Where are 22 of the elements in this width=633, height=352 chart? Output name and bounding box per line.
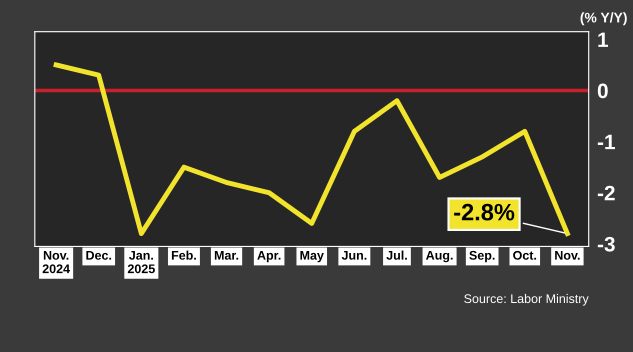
x-tick-label: May [300, 251, 324, 262]
y-axis-title: (% Y/Y) [580, 12, 627, 26]
x-tick-label: Apr. [257, 251, 280, 262]
y-tick-label: 1 [598, 32, 608, 47]
x-tick-label: Nov. [555, 251, 580, 260]
x-tick-label: Aug. [426, 250, 453, 262]
y-tick-label: -2 [598, 186, 615, 200]
y-tick-label: -1 [598, 134, 615, 150]
data-label: -2.8% [454, 204, 514, 221]
x-tick-label: Oct. [513, 250, 536, 260]
line-series [54, 62, 570, 236]
y-tick-label: 0 [598, 83, 608, 98]
x-tick-label: Jun. [342, 251, 366, 260]
x-tick-label: Mar. [214, 251, 238, 260]
x-tick-label: Jan. 2025 [128, 251, 155, 274]
x-tick-label: Sep. [469, 250, 495, 262]
x-tick-label: Nov. 2024 [42, 251, 70, 274]
x-tick-label: Jul. [386, 250, 407, 260]
y-tick-label: -3 [598, 236, 615, 252]
source-note: Source: Labor Ministry [464, 294, 589, 306]
x-tick-label: Feb. [172, 250, 196, 260]
x-tick-label: Dec. [86, 251, 112, 260]
